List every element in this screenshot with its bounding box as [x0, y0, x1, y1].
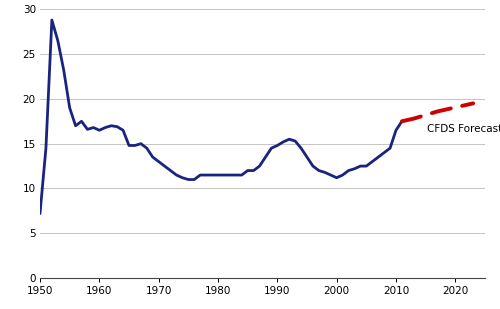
Text: CFDS Forecast: CFDS Forecast [428, 124, 500, 134]
